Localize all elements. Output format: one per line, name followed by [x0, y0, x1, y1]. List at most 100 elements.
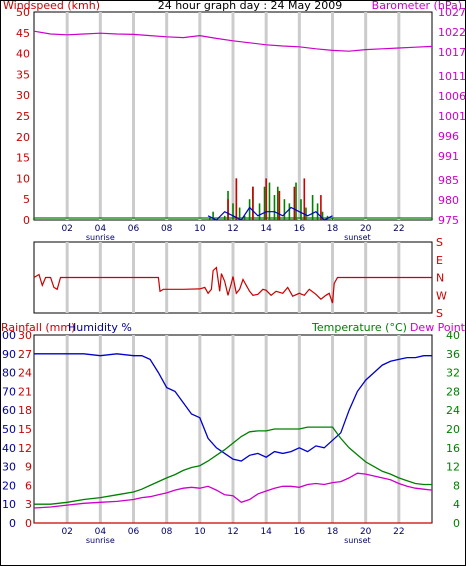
- rainfall-tick: 21: [18, 385, 32, 398]
- rainfall-tick: 18: [18, 404, 32, 417]
- windspeed-tick: 25: [16, 110, 30, 123]
- top-chart-x-tick-02: 02: [61, 224, 72, 234]
- bottom-chart-x-tick-14: 14: [260, 527, 272, 537]
- dewpoint-axis-title: Dew Point: [410, 321, 466, 334]
- rainfall-tick: 27: [18, 348, 32, 361]
- temperature-axis-title: Temperature (°C): [311, 321, 407, 334]
- barometer-tick: 996: [438, 130, 459, 143]
- humidity-tick: 50: [2, 423, 16, 436]
- bottom-chart-x-tick-20: 20: [360, 527, 372, 537]
- rainfall-tick: 12: [18, 442, 32, 455]
- windspeed-tick: 15: [16, 152, 30, 165]
- barometer-tick: 991: [438, 150, 459, 163]
- humidity-tick: 40: [2, 442, 16, 455]
- barometer-tick: 1017: [438, 46, 466, 59]
- barometer-tick: 1022: [438, 26, 466, 39]
- windspeed-tick: 5: [23, 193, 30, 206]
- top-chart-x-tick-10: 10: [194, 224, 206, 234]
- series-line-barometer-hpa-: [33, 30, 433, 52]
- rainfall-tick: 9: [25, 461, 32, 474]
- series-line-humidity-: [34, 353, 432, 462]
- direction-label-N: N: [436, 272, 444, 285]
- windspeed-tick: 30: [16, 89, 30, 102]
- temperature-tick: 32: [446, 367, 460, 380]
- top-chart-sunrise-label: sunrise: [86, 233, 115, 242]
- wind-direction-line: [33, 266, 432, 304]
- windspeed-tick: 35: [16, 68, 30, 81]
- temperature-tick: 0: [453, 517, 460, 530]
- windspeed-axis-title: Windspeed (kmh): [3, 0, 100, 12]
- windspeed-tick: 40: [16, 48, 30, 61]
- humidity-tick: 20: [2, 479, 16, 492]
- humidity-tick: 80: [2, 367, 16, 380]
- bottom-chart-x-tick-04: 04: [95, 527, 107, 537]
- temperature-tick: 28: [446, 385, 460, 398]
- bottom-chart-sunset-label: sunset: [344, 536, 371, 545]
- bottom-chart-x-tick-12: 12: [227, 527, 238, 537]
- windspeed-tick: 10: [16, 172, 30, 185]
- barometer-tick: 975: [438, 214, 459, 227]
- bottom-chart-sunrise-label: sunrise: [86, 536, 115, 545]
- top-chart-x-tick-20: 20: [360, 224, 372, 234]
- chart-title: 24 hour graph day : 24 May 2009: [158, 0, 343, 12]
- top-chart-x-tick-04: 04: [95, 224, 107, 234]
- rainfall-tick: 0: [25, 517, 32, 530]
- barometer-tick: 1027: [438, 6, 466, 19]
- rainfall-tick: 24: [18, 367, 32, 380]
- top-chart-x-tick-18: 18: [327, 224, 339, 234]
- rainfall-tick: 3: [25, 498, 32, 511]
- humidity-tick: 70: [2, 385, 16, 398]
- top-chart-x-tick-14: 14: [260, 224, 272, 234]
- direction-label-S: S: [436, 307, 443, 320]
- temperature-tick: 36: [446, 348, 460, 361]
- temperature-tick: 40: [446, 329, 460, 342]
- barometer-axis-title: Barometer (hPa): [372, 0, 462, 12]
- series-line-windspeed-avg-kmh-: [207, 206, 333, 221]
- humidity-tick: 60: [2, 404, 16, 417]
- temperature-tick: 4: [453, 498, 460, 511]
- humidity-tick: 90: [2, 348, 16, 361]
- rainfall-axis-title: Rainfall (mm): [1, 321, 75, 334]
- humidity-tick: 0: [9, 517, 16, 530]
- top-chart-x-tick-12: 12: [227, 224, 238, 234]
- barometer-tick: 1011: [438, 70, 466, 83]
- temperature-tick: 20: [446, 423, 460, 436]
- top-chart-x-tick-22: 22: [393, 224, 404, 234]
- top-chart-sunset-label: sunset: [344, 233, 371, 242]
- barometer-tick: 985: [438, 174, 459, 187]
- series-line-dew-point: [33, 472, 433, 509]
- temperature-tick: 16: [446, 442, 460, 455]
- humidity-tick: 100: [0, 329, 16, 342]
- humidity-tick: 10: [2, 498, 16, 511]
- windspeed-tick: 20: [16, 131, 30, 144]
- temperature-tick: 24: [446, 404, 460, 417]
- rainfall-tick: 15: [18, 423, 32, 436]
- rainfall-tick: 30: [18, 329, 32, 342]
- temperature-tick: 8: [453, 479, 460, 492]
- bottom-chart-x-tick-18: 18: [327, 527, 339, 537]
- top-chart-x-tick-06: 06: [128, 224, 140, 234]
- direction-label-S: S: [436, 236, 443, 249]
- rainfall-tick: 6: [25, 479, 32, 492]
- humidity-axis-title: Humidity %: [68, 321, 132, 334]
- bottom-chart-x-tick-22: 22: [393, 527, 404, 537]
- windspeed-tick: 0: [23, 214, 30, 227]
- direction-label-W: W: [436, 289, 447, 302]
- bottom-chart-x-tick-10: 10: [194, 527, 206, 537]
- bottom-chart-x-tick-16: 16: [294, 527, 306, 537]
- top-chart-x-tick-16: 16: [294, 224, 306, 234]
- bottom-chart-x-tick-06: 06: [128, 527, 140, 537]
- temperature-tick: 12: [446, 461, 460, 474]
- humidity-tick: 30: [2, 461, 16, 474]
- barometer-tick: 1006: [438, 90, 466, 103]
- bottom-chart-x-tick-08: 08: [161, 527, 173, 537]
- series-line-temperature-c-: [34, 426, 432, 505]
- windspeed-tick: 50: [16, 6, 30, 19]
- barometer-tick: 1001: [438, 110, 466, 123]
- top-chart-x-tick-08: 08: [161, 224, 173, 234]
- direction-label-E: E: [436, 254, 443, 267]
- barometer-tick: 980: [438, 194, 459, 207]
- windspeed-tick: 45: [16, 27, 30, 40]
